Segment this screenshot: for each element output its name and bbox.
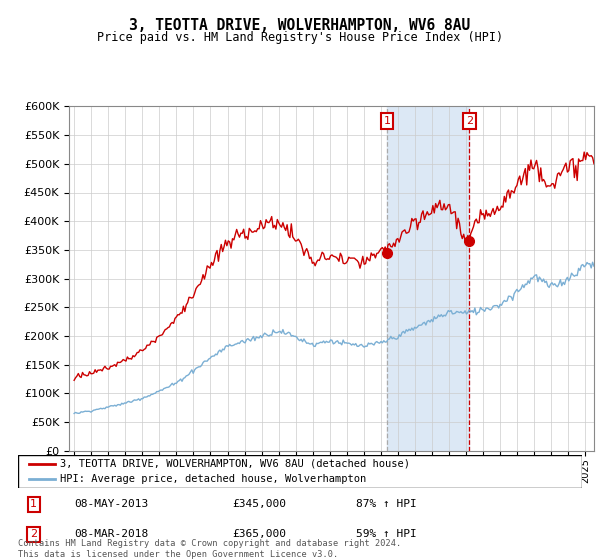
Text: Contains HM Land Registry data © Crown copyright and database right 2024.
This d: Contains HM Land Registry data © Crown c… xyxy=(18,539,401,559)
Text: 1: 1 xyxy=(30,500,37,510)
Text: 2: 2 xyxy=(466,116,473,126)
Text: 87% ↑ HPI: 87% ↑ HPI xyxy=(356,500,417,510)
Text: 08-MAY-2013: 08-MAY-2013 xyxy=(74,500,149,510)
Text: Price paid vs. HM Land Registry's House Price Index (HPI): Price paid vs. HM Land Registry's House … xyxy=(97,31,503,44)
Text: HPI: Average price, detached house, Wolverhampton: HPI: Average price, detached house, Wolv… xyxy=(60,474,367,484)
Text: £345,000: £345,000 xyxy=(232,500,286,510)
Text: 2: 2 xyxy=(30,529,37,539)
Text: 3, TEOTTA DRIVE, WOLVERHAMPTON, WV6 8AU: 3, TEOTTA DRIVE, WOLVERHAMPTON, WV6 8AU xyxy=(130,18,470,33)
Text: 59% ↑ HPI: 59% ↑ HPI xyxy=(356,529,417,539)
Text: £365,000: £365,000 xyxy=(232,529,286,539)
Text: 1: 1 xyxy=(383,116,391,126)
Bar xyxy=(387,106,469,451)
Text: 08-MAR-2018: 08-MAR-2018 xyxy=(74,529,149,539)
Text: 3, TEOTTA DRIVE, WOLVERHAMPTON, WV6 8AU (detached house): 3, TEOTTA DRIVE, WOLVERHAMPTON, WV6 8AU … xyxy=(60,459,410,469)
